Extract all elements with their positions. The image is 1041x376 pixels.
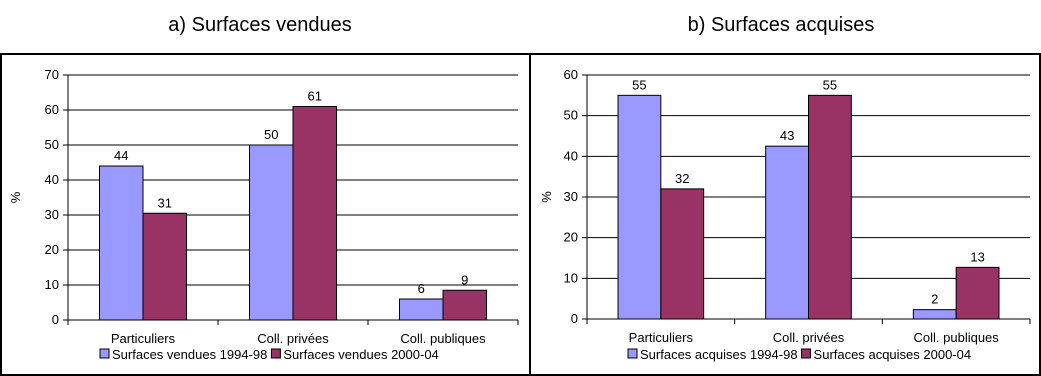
chart-b-ytick-label: 50 xyxy=(564,108,578,123)
chart-b-bar xyxy=(955,266,1000,320)
chart-a-bar xyxy=(99,165,144,321)
chart-a-category-label: Coll. publiques xyxy=(400,331,486,346)
chart-b-title: b) Surfaces acquises xyxy=(687,14,875,36)
chart-b-legend-label: Surfaces acquises 2000-04 xyxy=(814,347,972,362)
chart-b-bar xyxy=(912,309,957,320)
chart-a-ytick-label: 50 xyxy=(45,137,59,152)
chart-b-ytick-label: 30 xyxy=(564,189,578,204)
chart-a-data-label: 31 xyxy=(158,195,172,210)
chart-b-data-label: 43 xyxy=(780,128,794,143)
chart-a-ytick-label: 60 xyxy=(45,102,59,117)
chart-b-ytick-label: 60 xyxy=(564,67,578,82)
chart-a-bar xyxy=(292,106,337,321)
chart-b-ytick-label: 0 xyxy=(571,311,578,326)
chart-b-legend-swatch xyxy=(627,348,638,359)
chart-b-ytick-label: 20 xyxy=(564,230,578,245)
chart-b-data-label: 55 xyxy=(823,77,837,92)
chart-b-ytick-label: 40 xyxy=(564,148,578,163)
chart-a-data-label: 9 xyxy=(461,272,468,287)
chart-a-bar xyxy=(249,144,294,321)
chart-b-bar xyxy=(808,94,852,320)
chart-a-category-label: Particuliers xyxy=(111,331,176,346)
chart-a-ytick-label: 70 xyxy=(45,67,59,82)
chart-b-legend-label: Surfaces acquises 1994-98 xyxy=(640,347,798,362)
chart-a-legend-label: Surfaces vendues 1994-98 xyxy=(112,347,267,362)
chart-b-frame xyxy=(529,53,1041,376)
chart-a-title: a) Surfaces vendues xyxy=(168,14,352,36)
chart-b-category-label: Coll. privées xyxy=(773,330,845,345)
chart-a-legend-label: Surfaces vendues 2000-04 xyxy=(283,347,438,362)
chart-a-bar xyxy=(142,212,187,321)
chart-a-legend-swatch xyxy=(99,348,110,359)
chart-b-data-label: 13 xyxy=(970,249,984,264)
chart-b-bar xyxy=(765,145,810,320)
chart-a-y-axis-label: % xyxy=(8,191,23,203)
chart-b-data-label: 2 xyxy=(931,292,938,307)
chart-b-data-label: 55 xyxy=(632,77,646,92)
chart-a-category-label: Coll. privées xyxy=(257,331,329,346)
chart-b-category-label: Coll. publiques xyxy=(914,330,1000,345)
chart-a-data-label: 61 xyxy=(308,89,322,104)
chart-a-ytick-label: 10 xyxy=(45,277,59,292)
chart-a-data-label: 44 xyxy=(114,148,128,163)
chart-a-data-label: 6 xyxy=(418,281,425,296)
chart-b-bar xyxy=(660,188,705,320)
chart-a-bar xyxy=(399,298,444,321)
chart-b-ytick-label: 10 xyxy=(564,270,578,285)
chart-b-data-label: 32 xyxy=(675,171,689,186)
chart-b-y-axis-label: % xyxy=(539,191,554,203)
chart-a-ytick-label: 40 xyxy=(45,172,59,187)
chart-a-ytick-label: 20 xyxy=(45,242,59,257)
chart-b-bar xyxy=(617,94,662,320)
chart-a-bar xyxy=(442,289,487,321)
chart-b-legend-swatch xyxy=(801,348,812,359)
chart-a-ytick-label: 0 xyxy=(52,312,59,327)
chart-a-legend-swatch xyxy=(270,348,281,359)
chart-a-ytick-label: 30 xyxy=(45,207,59,222)
chart-b-category-label: Particuliers xyxy=(629,330,694,345)
chart-a-data-label: 50 xyxy=(264,127,278,142)
